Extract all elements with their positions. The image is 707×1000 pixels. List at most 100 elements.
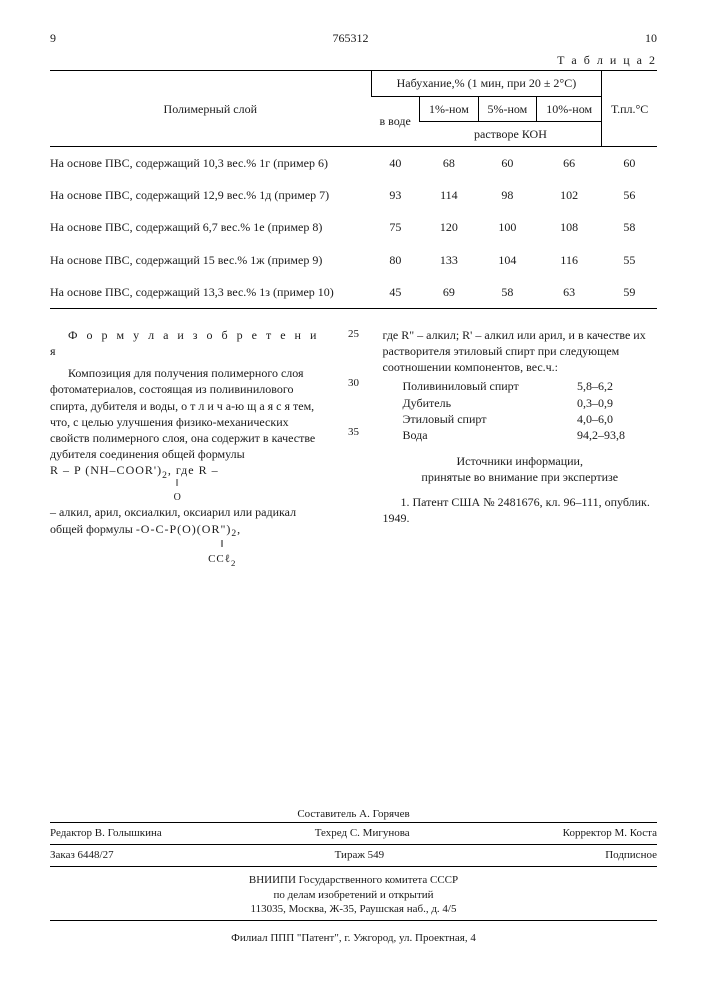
formula-part: R – P (NH–COOR') (50, 463, 162, 477)
cell: 108 (537, 211, 602, 243)
claim-title: Ф о р м у л а и з о б р е т е н и я (50, 327, 325, 359)
table-row: На основе ПВС, содержащий 10,3 вес.% 1г … (50, 146, 657, 179)
comp-row: Этиловый спирт 4,0–6,0 (403, 411, 658, 427)
left-column: Ф о р м у л а и з о б р е т е н и я Комп… (50, 327, 325, 567)
cell: 104 (478, 244, 536, 276)
right-column: где R" – алкил; R' – алкил или арил, и в… (383, 327, 658, 567)
footer: Составитель А. Горячев Редактор В. Голыш… (50, 807, 657, 946)
footer-row-1: Редактор В. Голышкина Техред С. Мигунова… (50, 822, 657, 845)
col-1pct: 1%-ном (420, 96, 478, 121)
cell: 66 (537, 146, 602, 179)
comp-val: 0,3–0,9 (577, 395, 657, 411)
comp-row: Вода 94,2–93,8 (403, 427, 658, 443)
footer-org1: ВНИИПИ Государственного комитета СССР (249, 874, 458, 886)
comp-name: Дубитель (403, 395, 553, 411)
page-header: 9 765312 10 (50, 30, 657, 46)
page-num-right: 10 (645, 30, 657, 46)
cell: 98 (478, 179, 536, 211)
cell: 40 (371, 146, 420, 179)
claim-p1: Композиция для получения полимерного сло… (50, 365, 325, 479)
cell: 59 (602, 276, 657, 309)
footer-row-2: Заказ 6448/27 Тираж 549 Подписное (50, 848, 657, 867)
footer-org2: по делам изобретений и открытий (273, 889, 433, 901)
footer-techred: Техред С. Мигунова (315, 826, 410, 841)
col-10pct: 10%-ном (537, 96, 602, 121)
formula-1-o: ‖O (30, 477, 325, 504)
text-columns: Ф о р м у л а и з о б р е т е н и я Комп… (50, 327, 657, 567)
claim-p2: где R" – алкил; R' – алкил или арил, и в… (383, 327, 658, 376)
cell: 93 (371, 179, 420, 211)
row-label: На основе ПВС, содержащий 6,7 вес.% 1е (… (50, 211, 371, 243)
cell: 60 (478, 146, 536, 179)
cell: 58 (602, 211, 657, 243)
cell: 60 (602, 146, 657, 179)
cell: 133 (420, 244, 478, 276)
lineno: 30 (348, 376, 359, 391)
formula-part: , (237, 522, 241, 536)
refs-line: Источники информации, (457, 454, 583, 468)
formula-part: , где R – (168, 463, 219, 477)
cell: 116 (537, 244, 602, 276)
cell: 100 (478, 211, 536, 243)
comp-name: Вода (403, 427, 553, 443)
data-table: Полимерный слой Набухание,% (1 мин, при … (50, 70, 657, 309)
col-water: в воде (371, 96, 420, 146)
document-number: 765312 (333, 30, 369, 46)
cell: 56 (602, 179, 657, 211)
col-5pct: 5%-ном (478, 96, 536, 121)
formula-part: -O-C-P(O)(OR") (136, 522, 232, 536)
col-tpl: Т.пл.°С (602, 71, 657, 147)
footer-last: Филиал ППП "Патент", г. Ужгород, ул. Про… (50, 927, 657, 946)
comp-name: Этиловый спирт (403, 411, 553, 427)
table-row: На основе ПВС, содержащий 6,7 вес.% 1е (… (50, 211, 657, 243)
table-row: На основе ПВС, содержащий 13,3 вес.% 1з … (50, 276, 657, 309)
formula-sub: 2 (162, 470, 168, 481)
col-swell: Набухание,% (1 мин, при 20 ± 2°С) (371, 71, 602, 96)
footer-order: Заказ 6448/27 (50, 848, 114, 863)
row-label: На основе ПВС, содержащий 12,9 вес.% 1д … (50, 179, 371, 211)
cell: 58 (478, 276, 536, 309)
table-row: На основе ПВС, содержащий 12,9 вес.% 1д … (50, 179, 657, 211)
col-koh: растворе КОН (420, 121, 602, 146)
cell: 120 (420, 211, 478, 243)
comp-val: 4,0–6,0 (577, 411, 657, 427)
cell: 102 (537, 179, 602, 211)
formula-2: -O-C-P(O)(OR")2, (136, 522, 241, 536)
comp-val: 5,8–6,2 (577, 378, 657, 394)
cell: 114 (420, 179, 478, 211)
comp-row: Поливиниловый спирт 5,8–6,2 (403, 378, 658, 394)
formula-o: O (174, 492, 181, 503)
formula-sub: 2 (231, 528, 237, 539)
cell: 69 (420, 276, 478, 309)
refs-title: Источники информации, принятые во вниман… (383, 453, 658, 485)
col-polymer: Полимерный слой (50, 71, 371, 147)
lineno: 25 (348, 327, 359, 342)
row-label: На основе ПВС, содержащий 15 вес.% 1ж (п… (50, 244, 371, 276)
footer-tirazh: Тираж 549 (335, 848, 385, 863)
cell: 55 (602, 244, 657, 276)
refs-line: принятые во внимание при экспертизе (421, 470, 618, 484)
cell: 75 (371, 211, 420, 243)
cell: 63 (537, 276, 602, 309)
footer-corrector: Корректор М. Коста (563, 826, 657, 841)
claim-p1b: – алкил, арил, оксиалкил, оксиарил или р… (50, 504, 325, 537)
footer-subscr: Подписное (605, 848, 657, 863)
table-label: Т а б л и ц а 2 (50, 52, 657, 68)
ref-entry: 1. Патент США № 2481676, кл. 96–111, опу… (383, 494, 658, 526)
comp-name: Поливиниловый спирт (403, 378, 553, 394)
cell: 68 (420, 146, 478, 179)
formula-2-sub: ‖CCℓ2 (120, 537, 325, 567)
claim-text: Композиция для получения полимерного сло… (50, 365, 325, 462)
row-label: На основе ПВС, содержащий 13,3 вес.% 1з … (50, 276, 371, 309)
formula-sub: 2 (231, 558, 236, 568)
components-table: Поливиниловый спирт 5,8–6,2 Дубитель 0,3–0… (403, 378, 658, 443)
formula-1: R – P (NH–COOR')2, где R – (50, 463, 219, 477)
footer-editor: Редактор В. Голышкина (50, 826, 162, 841)
lineno: 35 (348, 425, 359, 440)
table-row: На основе ПВС, содержащий 15 вес.% 1ж (п… (50, 244, 657, 276)
comp-val: 94,2–93,8 (577, 427, 657, 443)
row-label: На основе ПВС, содержащий 10,3 вес.% 1г … (50, 146, 371, 179)
table-body: На основе ПВС, содержащий 10,3 вес.% 1г … (50, 146, 657, 308)
page-num-left: 9 (50, 30, 56, 46)
cell: 45 (371, 276, 420, 309)
